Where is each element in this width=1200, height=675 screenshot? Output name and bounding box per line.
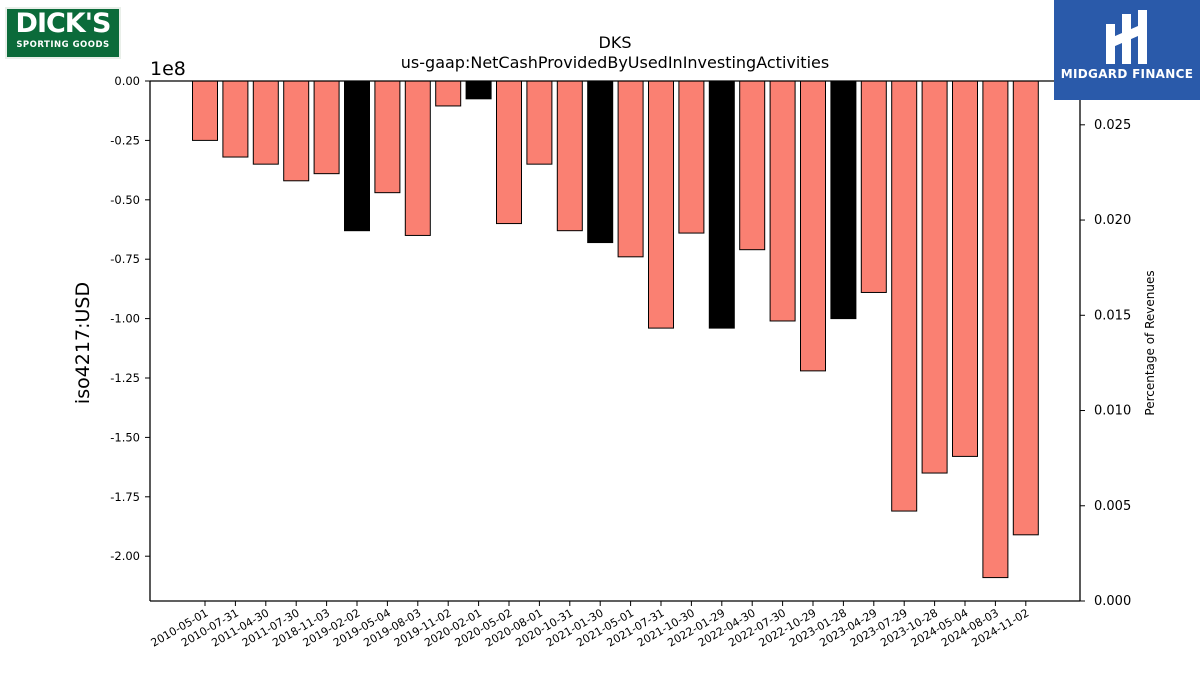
midgard-finance-logo: MIDGARD FINANCE bbox=[1054, 0, 1200, 100]
y2-tick-label: 0.020 bbox=[1094, 213, 1131, 228]
bar-2023-07-29 bbox=[891, 80, 918, 512]
bar-2010-05-01 bbox=[192, 80, 218, 141]
y-tick-label: -0.25 bbox=[110, 133, 140, 147]
y-tick-label: -1.50 bbox=[110, 430, 140, 444]
logo-left-line1: DICK'S bbox=[15, 8, 112, 39]
y2-tick-label: 0.005 bbox=[1094, 499, 1131, 514]
bar-2023-04-29 bbox=[860, 80, 887, 293]
y-tick-label: -1.00 bbox=[110, 312, 140, 326]
y-offset-label: 1e8 bbox=[150, 58, 186, 80]
bar-2021-07-31 bbox=[648, 80, 674, 329]
bar-2022-07-30 bbox=[769, 80, 796, 322]
bar-2021-01-30 bbox=[587, 80, 614, 244]
bar-2023-01-28 bbox=[830, 80, 857, 320]
bar-2022-10-29 bbox=[800, 80, 826, 372]
bar-2011-07-30 bbox=[283, 80, 310, 182]
bar-2019-02-02 bbox=[344, 80, 370, 232]
bar-2021-10-30 bbox=[678, 80, 705, 234]
logo-right-text: MIDGARD FINANCE bbox=[1060, 67, 1194, 81]
dicks-sporting-goods-logo: DICK'S SPORTING GOODS bbox=[5, 7, 121, 59]
bar-2024-08-03 bbox=[982, 80, 1009, 579]
logo-left-line2: SPORTING GOODS bbox=[16, 40, 110, 50]
y-axis-label: iso4217:USD bbox=[72, 282, 94, 404]
bar-2011-04-30 bbox=[252, 80, 279, 165]
chart-subtitle: us-gaap:NetCashProvidedByUsedInInvesting… bbox=[401, 53, 829, 72]
y2-tick-label: 0.010 bbox=[1094, 404, 1131, 419]
y-tick-label: -1.75 bbox=[110, 490, 140, 504]
y2-tick-label: 0.000 bbox=[1094, 594, 1131, 609]
y-tick-label: -1.25 bbox=[110, 371, 140, 385]
y-tick-label: -0.50 bbox=[110, 193, 140, 207]
bar-2024-11-02 bbox=[1012, 80, 1039, 536]
y2-axis-label: Percentage of Revenues bbox=[1143, 270, 1157, 415]
y-tick-label: -0.75 bbox=[110, 252, 140, 266]
bar-2022-04-30 bbox=[739, 80, 766, 251]
bar-2020-10-31 bbox=[556, 80, 583, 232]
bar-2023-10-28 bbox=[921, 80, 948, 474]
y-tick-label: 0.00 bbox=[114, 74, 140, 88]
bar-2019-11-02 bbox=[435, 80, 462, 107]
y-tick-label: -2.00 bbox=[110, 549, 140, 563]
chart-title: DKS bbox=[599, 33, 632, 52]
bar-2019-08-03 bbox=[404, 80, 431, 236]
bar-2020-08-01 bbox=[526, 80, 553, 165]
bar-2024-05-04 bbox=[952, 80, 978, 457]
y2-tick-label: 0.015 bbox=[1094, 308, 1131, 323]
bar-2020-05-02 bbox=[496, 80, 522, 225]
bar-2020-02-01 bbox=[465, 80, 492, 100]
bar-2022-01-29 bbox=[708, 80, 735, 329]
bar-2019-05-04 bbox=[374, 80, 401, 194]
bar-2010-07-31 bbox=[222, 80, 249, 158]
bar-2018-11-03 bbox=[313, 80, 340, 175]
midgard-mark-icon bbox=[1106, 10, 1147, 64]
y2-tick-label: 0.025 bbox=[1094, 118, 1131, 133]
bar-2021-05-01 bbox=[617, 80, 644, 258]
